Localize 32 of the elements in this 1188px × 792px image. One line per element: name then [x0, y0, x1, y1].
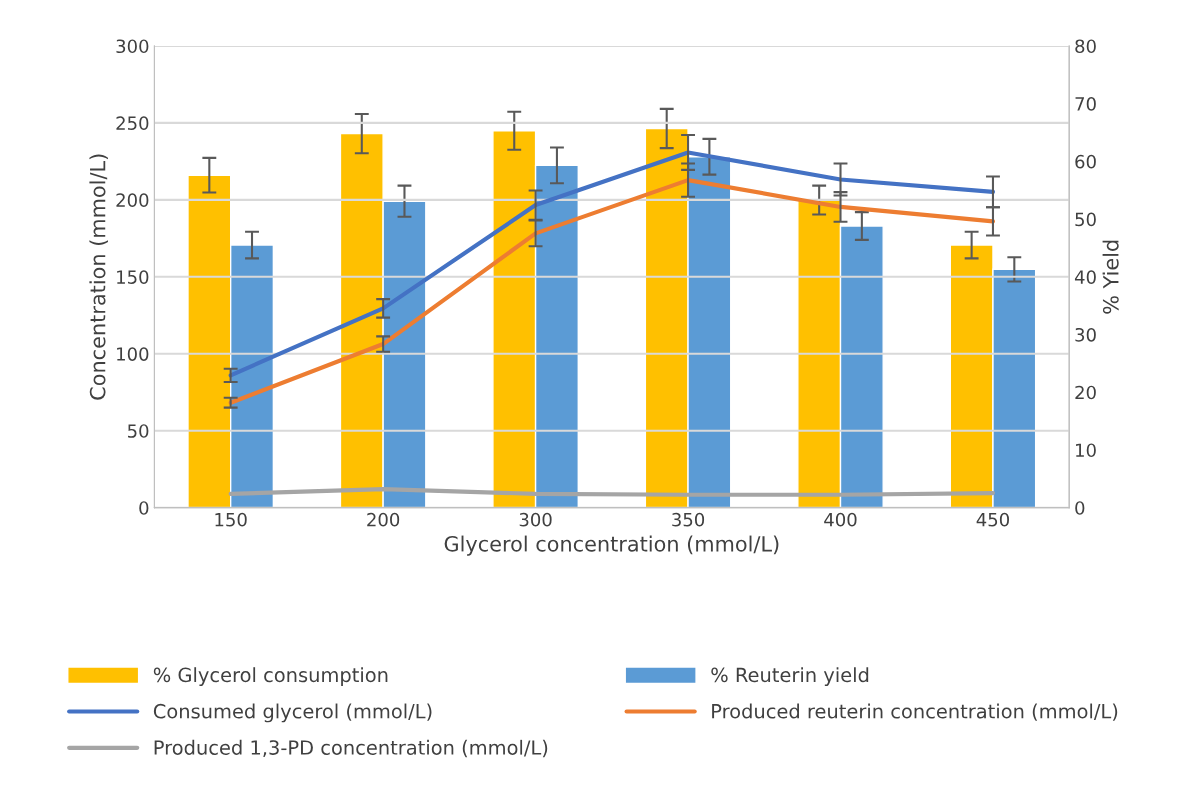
x-tick-label: 350 — [672, 512, 705, 527]
legend-label: % Glycerol consumption — [153, 667, 388, 687]
y-tick-label: 200 — [116, 193, 149, 207]
y-tick-label: 100 — [117, 347, 149, 361]
y-tick-label: 50 — [128, 424, 149, 438]
y-axis-title: Concentration (mmol/L) — [89, 154, 108, 400]
x-tick-label: 450 — [976, 512, 1009, 527]
legend-label: Produced reuterin concentration (mmol/L) — [712, 703, 1118, 721]
y-tick-label: 0 — [139, 501, 149, 515]
y2-tick-label: 0 — [1075, 501, 1085, 515]
y2-tick-label: 10 — [1076, 443, 1096, 458]
line-series — [228, 150, 996, 378]
x-tick-label: 150 — [215, 512, 247, 527]
x-tick-label: 200 — [367, 512, 400, 527]
legend-label: % Reuterin yield — [711, 667, 869, 687]
y2-tick-label: 70 — [1075, 97, 1096, 111]
y-tick-label: 250 — [116, 116, 149, 131]
legend-label: Produced 1,3-PD concentration (mmol/L) — [154, 739, 548, 758]
x-tick-label: 300 — [519, 512, 552, 527]
legend-label: Consumed glycerol (mmol/L) — [153, 703, 432, 723]
y2-tick-label: 60 — [1075, 154, 1096, 169]
y2-tick-label: 20 — [1075, 385, 1096, 400]
line-series — [228, 178, 996, 405]
y2-tick-label: 40 — [1074, 270, 1096, 284]
y2-tick-label: 50 — [1075, 212, 1096, 227]
y-tick-label: 150 — [117, 270, 149, 284]
y2-tick-label: 30 — [1075, 327, 1096, 342]
y2-axis-title: % Yield — [1102, 240, 1119, 314]
x-tick-label: 400 — [824, 512, 857, 527]
y2-tick-label: 80 — [1075, 39, 1096, 54]
y-tick-label: 300 — [116, 39, 149, 54]
x-axis-title: Glycerol concentration (mmol/L) — [444, 535, 779, 556]
